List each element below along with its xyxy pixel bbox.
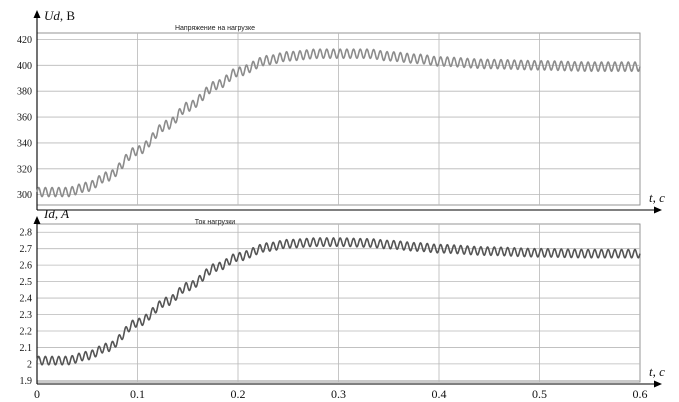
y-axis-title: Ud, В [44,8,75,23]
y-tick-label: 300 [17,190,32,201]
y-tick-label: 1.9 [20,376,33,387]
x-tick-label: 0.3 [331,387,346,401]
data-series-line [36,237,641,366]
y-tick-label: 2.3 [20,310,33,321]
y-axis-title: Id, A [43,206,69,221]
y-tick-label: 420 [17,35,32,46]
y-axis-arrowhead [33,10,41,18]
y-tick-label: 360 [17,113,32,124]
x-tick-label: 0.1 [130,387,145,401]
y-axis-symbol: Id, A [43,206,69,221]
y-tick-label: 380 [17,87,32,98]
y-tick-label: 400 [17,61,32,72]
x-axis-title: t, c [649,190,665,205]
time-axis: 0 0.1 0.2 0.3 0.4 0.5 0.6 [34,387,648,401]
voltage-panel: 300 320 340 360 380 400 420 Ud, В t, c Напряжение… [17,8,665,214]
x-tick-label: 0.6 [633,387,648,401]
x-tick-label: 0.4 [432,387,447,401]
y-tick-label: 340 [17,138,32,149]
x-tick-label: 0 [34,387,40,401]
x-axis-title: t, c [649,364,665,379]
chart-title: Напряжение на нагрузке [175,25,255,32]
y-tick-label: 2.4 [20,294,33,305]
current-panel: 1.9 2 2.1 2.2 2.3 2.4 2.5 2.6 2.7 2.8 Id, A t, c Ток… [20,206,665,388]
x-tick-label: 0.2 [231,387,246,401]
y-tick-label: 320 [17,164,32,175]
y-axis-arrowhead [33,216,41,224]
y-axis-symbol: Ud [44,8,60,23]
x-axis-arrowhead [654,380,662,388]
y-tick-label: 2.2 [20,326,33,337]
y-tick-label: 2 [27,359,32,370]
y-tick-label: 2.8 [20,228,33,239]
y-tick-label: 2.5 [20,277,33,288]
data-series-line [36,48,641,198]
x-tick-label: 0.5 [532,387,547,401]
y-tick-label: 2.1 [20,343,33,354]
x-axis-arrowhead [654,206,662,214]
chart-title: Ток нагрузки [195,219,236,226]
y-tick-label: 2.7 [20,244,33,255]
y-tick-label: 2.6 [20,261,33,272]
y-axis-unit: , В [60,8,76,23]
